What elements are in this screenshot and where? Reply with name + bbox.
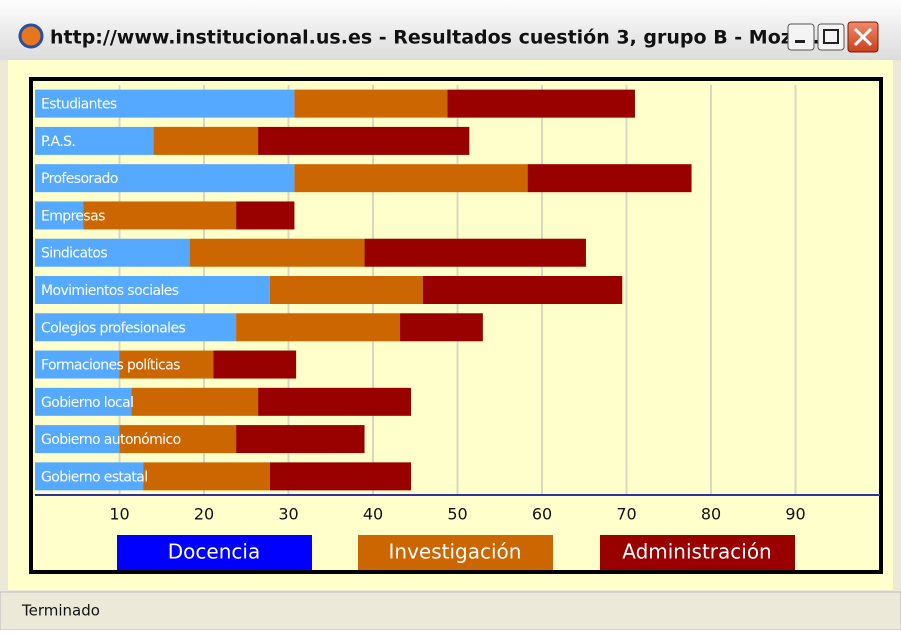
status-bar (0, 591, 901, 631)
bar-segment (236, 313, 401, 342)
window-title: http://www.institucional.us.es - Resulta… (50, 27, 820, 49)
category-label: Profesorado (41, 171, 118, 187)
bar-segment (236, 201, 295, 230)
bar-segment (119, 350, 214, 379)
bar-segment (422, 276, 623, 304)
legend-swatch (600, 535, 795, 570)
bar-segment (35, 387, 132, 416)
x-tick-label: 20 (194, 505, 214, 524)
minimize-button[interactable] (787, 23, 815, 51)
category-label: Movimientos sociales (41, 283, 179, 299)
category-label: Estudiantes (41, 97, 117, 113)
maximize-icon (823, 29, 839, 44)
x-tick-label: 70 (616, 505, 636, 524)
bar-segment (35, 238, 190, 267)
category-label: Gobierno estatal (41, 469, 148, 485)
bar-segment (294, 164, 528, 193)
bar-segment (35, 201, 84, 230)
category-label: P.A.S. (41, 134, 75, 150)
legend-swatch (117, 535, 312, 570)
bar-segment (189, 238, 365, 267)
bar-segment (131, 387, 259, 416)
title-bar (0, 0, 901, 60)
legend-label: Administración (622, 540, 772, 564)
x-tick-label: 30 (278, 505, 298, 524)
bar-segment (447, 89, 635, 118)
bar-segment (35, 350, 120, 379)
bar-segment (35, 425, 120, 454)
category-label: Colegios profesionales (41, 320, 185, 336)
bar-segment (236, 425, 365, 454)
chart-frame (29, 77, 883, 574)
x-tick-label: 60 (532, 505, 552, 524)
bar-segment (364, 238, 586, 267)
maximize-button[interactable] (817, 23, 845, 51)
bar-segment (269, 462, 412, 491)
bar-segment (35, 164, 295, 193)
minimize-icon (795, 40, 805, 43)
bar-segment (153, 126, 259, 155)
category-label: Gobierno local (41, 395, 133, 411)
window-buttons (787, 21, 879, 53)
browser-icon (18, 23, 44, 49)
bar-segment (400, 313, 483, 342)
bar-segment (143, 462, 270, 491)
bar-segment (35, 126, 154, 155)
x-tick-label: 40 (363, 505, 383, 524)
bar-segment (35, 313, 237, 342)
bar-segment (258, 387, 412, 416)
category-label: Gobierno autonómico (41, 432, 181, 448)
bar-segment (35, 89, 295, 118)
bar-segment (35, 276, 270, 304)
bar-segment (294, 89, 448, 118)
bar-segment (258, 126, 470, 155)
bar-segment (213, 350, 297, 379)
legend-swatch (358, 535, 553, 570)
x-tick-label: 90 (785, 505, 805, 524)
chart: 10 20 30 40 50 60 70 80 90 Estudiantes P.A.S. Profe… (35, 85, 880, 570)
category-label: Sindicatos (41, 246, 107, 262)
category-label: Formaciones políticas (41, 358, 180, 374)
bar-segment (83, 201, 237, 230)
bar-segment (35, 462, 144, 491)
x-tick-label: 80 (701, 505, 721, 524)
status-text: Terminado (21, 602, 100, 620)
legend-label: Docencia (168, 540, 260, 564)
category-label: Empresas (41, 208, 105, 224)
x-tick-label: 10 (109, 505, 129, 524)
bar-segment (269, 276, 423, 304)
bar-segment (527, 164, 692, 193)
legend-label: Investigación (389, 540, 522, 564)
x-tick-label: 50 (447, 505, 467, 524)
bar-segment (119, 425, 237, 454)
close-icon (853, 27, 873, 47)
